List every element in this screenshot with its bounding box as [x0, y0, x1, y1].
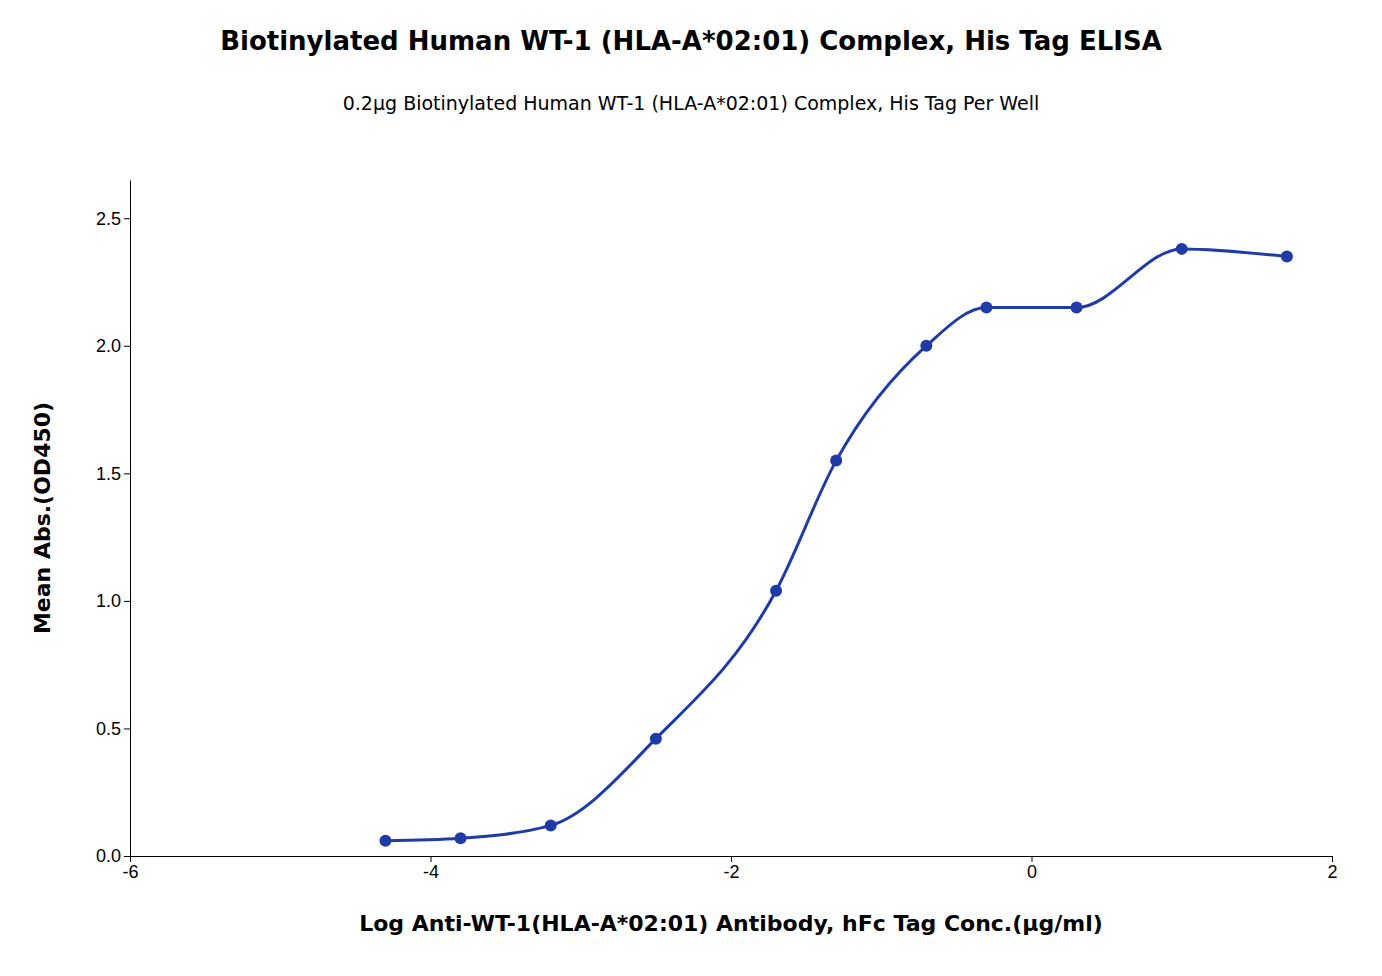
plot: -6 -4 -2 0 2 0.0 0.5 1.0 1.5 2.0 2.5 Log Anti-WT-1(… [30, 181, 1338, 937]
tick: 2.0 [96, 336, 130, 356]
point [770, 585, 782, 597]
tick: 2.5 [96, 209, 130, 229]
point [830, 455, 842, 467]
point [1071, 302, 1083, 314]
tick-label: 2.0 [96, 336, 121, 356]
tick-mark [124, 473, 130, 474]
subtitle: 0.2μg Biotinylated Human WT-1 (HLA-A*02:… [343, 92, 1040, 114]
y-axis-title: Mean Abs.(OD450) [30, 402, 55, 634]
tick-mark [124, 218, 130, 219]
tick-mark [124, 346, 130, 347]
point [1281, 251, 1293, 263]
tick-label: -4 [423, 862, 439, 882]
tick: 1.5 [96, 464, 130, 484]
tick: 0.0 [96, 846, 130, 866]
x-axis-title: Log Anti-WT-1(HLA-A*02:01) Antibody, hFc… [359, 911, 1103, 936]
title: Biotinylated Human WT-1 (HLA-A*02:01) Co… [220, 26, 1162, 56]
tick: 0.5 [96, 719, 130, 739]
tick-label: 0 [1027, 862, 1037, 882]
tick-label: 1.0 [96, 591, 121, 611]
tick-mark [124, 856, 130, 857]
point [1176, 243, 1188, 255]
point [379, 835, 391, 847]
tick-label: 2.5 [96, 209, 121, 229]
tick-label: 0.0 [96, 846, 121, 866]
point [920, 340, 932, 352]
tick-label: -6 [122, 862, 138, 882]
tick: 1.0 [96, 591, 130, 611]
curve [385, 249, 1287, 841]
point [650, 733, 662, 745]
x-axis: -6 -4 -2 0 2 [122, 856, 1337, 882]
y-axis-line [130, 181, 131, 857]
chart: Biotinylated Human WT-1 (HLA-A*02:01) Co… [0, 0, 1382, 976]
tick-mark [124, 728, 130, 729]
point [455, 832, 467, 844]
tick: -2 [723, 856, 739, 882]
tick: -4 [423, 856, 439, 882]
tick-mark [124, 601, 130, 602]
tick: 0 [1027, 856, 1037, 882]
tick: -6 [122, 856, 138, 882]
marks [379, 243, 1293, 847]
point [980, 302, 992, 314]
tick: 2 [1327, 856, 1337, 882]
tick-label: 2 [1327, 862, 1337, 882]
tick-label: 1.5 [96, 464, 121, 484]
point [545, 819, 557, 831]
tick-label: -2 [723, 862, 739, 882]
tick-label: 0.5 [96, 719, 121, 739]
y-axis: 0.0 0.5 1.0 1.5 2.0 2.5 [96, 181, 131, 867]
